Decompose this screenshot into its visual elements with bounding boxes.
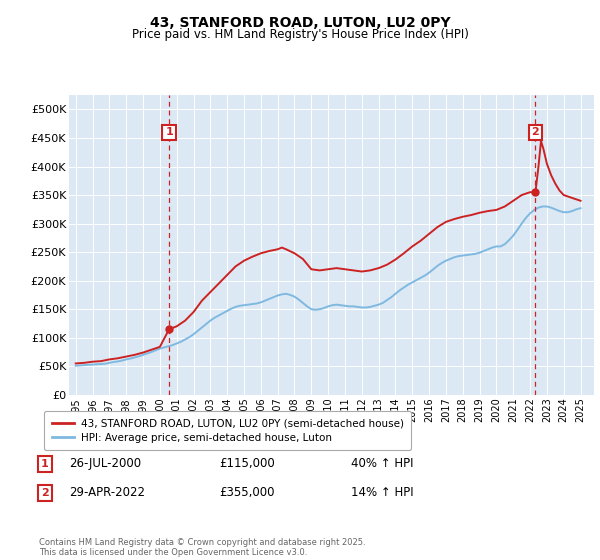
- Text: 1: 1: [41, 459, 49, 469]
- Legend: 43, STANFORD ROAD, LUTON, LU2 0PY (semi-detached house), HPI: Average price, sem: 43, STANFORD ROAD, LUTON, LU2 0PY (semi-…: [44, 411, 411, 450]
- Text: 40% ↑ HPI: 40% ↑ HPI: [351, 457, 413, 470]
- Text: £115,000: £115,000: [219, 457, 275, 470]
- Text: 1: 1: [165, 127, 173, 137]
- Text: 2: 2: [41, 488, 49, 498]
- Text: £355,000: £355,000: [219, 486, 275, 500]
- Text: 2: 2: [532, 127, 539, 137]
- Text: 43, STANFORD ROAD, LUTON, LU2 0PY: 43, STANFORD ROAD, LUTON, LU2 0PY: [149, 16, 451, 30]
- Text: Contains HM Land Registry data © Crown copyright and database right 2025.
This d: Contains HM Land Registry data © Crown c…: [39, 538, 365, 557]
- Text: 26-JUL-2000: 26-JUL-2000: [69, 457, 141, 470]
- Text: Price paid vs. HM Land Registry's House Price Index (HPI): Price paid vs. HM Land Registry's House …: [131, 28, 469, 41]
- Text: 14% ↑ HPI: 14% ↑ HPI: [351, 486, 413, 500]
- Text: 29-APR-2022: 29-APR-2022: [69, 486, 145, 500]
